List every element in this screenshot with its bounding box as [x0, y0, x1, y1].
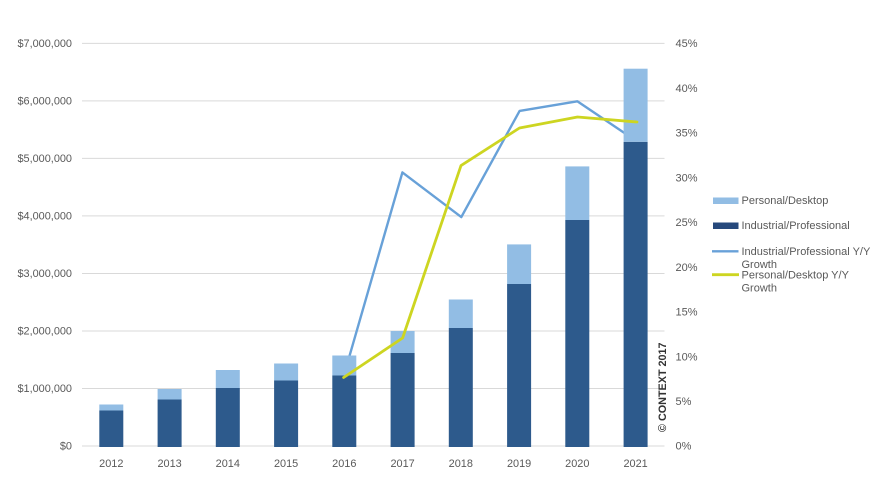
svg-text:2012: 2012: [99, 458, 123, 470]
svg-text:Industrial/Professional: Industrial/Professional: [742, 220, 850, 232]
svg-text:2018: 2018: [449, 458, 473, 470]
svg-text:30%: 30%: [676, 172, 698, 184]
svg-text:5%: 5%: [676, 396, 692, 408]
svg-text:2020: 2020: [565, 458, 589, 470]
svg-text:$6,000,000: $6,000,000: [17, 96, 72, 108]
svg-text:$3,000,000: $3,000,000: [17, 268, 72, 280]
svg-text:2017: 2017: [390, 458, 414, 470]
svg-text:Personal/Desktop Y/Y: Personal/Desktop Y/Y: [742, 270, 850, 282]
svg-text:10%: 10%: [676, 351, 698, 363]
svg-text:20%: 20%: [676, 262, 698, 274]
svg-text:Industrial/Professional Y/Y: Industrial/Professional Y/Y: [742, 246, 871, 258]
svg-text:2016: 2016: [332, 458, 356, 470]
svg-text:2013: 2013: [157, 458, 181, 470]
svg-text:0%: 0%: [676, 441, 692, 453]
svg-text:$2,000,000: $2,000,000: [17, 326, 72, 338]
svg-text:2014: 2014: [216, 458, 240, 470]
svg-text:40%: 40%: [676, 83, 698, 95]
svg-text:2021: 2021: [623, 458, 647, 470]
svg-text:$4,000,000: $4,000,000: [17, 211, 72, 223]
svg-text:Growth: Growth: [742, 259, 777, 271]
svg-text:2019: 2019: [507, 458, 531, 470]
svg-text:2015: 2015: [274, 458, 298, 470]
svg-text:45%: 45%: [676, 38, 698, 50]
svg-text:Growth: Growth: [742, 283, 777, 295]
svg-text:$1,000,000: $1,000,000: [17, 383, 72, 395]
svg-text:Personal/Desktop: Personal/Desktop: [742, 195, 829, 207]
svg-text:$7,000,000: $7,000,000: [17, 38, 72, 50]
svg-text:25%: 25%: [676, 217, 698, 229]
svg-text:$0: $0: [60, 441, 72, 453]
svg-text:$5,000,000: $5,000,000: [17, 153, 72, 165]
svg-text:15%: 15%: [676, 307, 698, 319]
svg-text:35%: 35%: [676, 128, 698, 140]
svg-text:© CONTEXT 2017: © CONTEXT 2017: [657, 342, 669, 432]
